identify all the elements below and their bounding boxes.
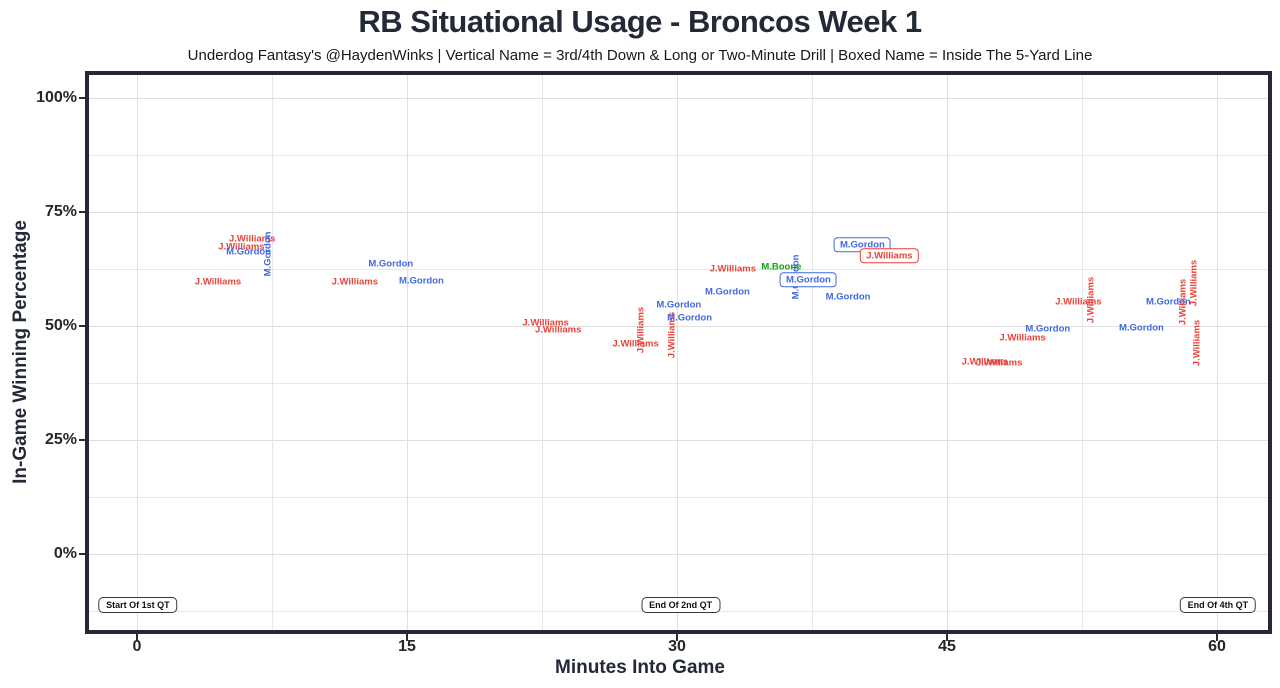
y-tick-mark [79,439,85,441]
x-tick-label: 45 [938,638,956,655]
y-tick-mark [79,211,85,213]
v-gridline [947,75,948,630]
data-point-label: M.Gordon [704,286,750,298]
data-point-label: J.Williams [228,233,276,245]
h-gridline [89,326,1268,327]
h-gridline [89,383,1268,384]
data-point-label: J.Williams [709,263,756,275]
data-point-label: J.Williams [522,317,569,329]
x-tick-label: 15 [398,638,416,655]
data-point-label: J.Williams [1085,276,1097,324]
y-tick-label: 100% [36,89,77,106]
chart-subtitle: Underdog Fantasy's @HaydenWinks | Vertic… [187,47,1093,64]
v-gridline [272,75,273,630]
data-point-label: J.Williams [860,248,919,264]
data-point-label: M.Gordon [1118,322,1164,334]
data-point-label: M.Gordon [262,231,274,277]
data-point-label: J.Williams [1055,296,1102,308]
data-point-label: M.Gordon [226,246,272,258]
v-gridline [137,75,138,630]
y-tick-mark [79,97,85,99]
v-gridline [677,75,678,630]
data-point-label: J.Williams [218,241,265,253]
data-point-label: M.Boone [761,261,802,273]
annotation-box: End Of 4th QT [1179,597,1257,614]
v-gridline [1217,75,1218,630]
x-tick-mark [1216,634,1218,641]
v-gridline [407,75,408,630]
data-point-label: J.Williams [331,276,378,288]
data-point-label: J.Williams [999,332,1046,344]
y-tick-label: 0% [53,545,77,562]
data-point-label: M.Gordon [1025,323,1071,335]
data-point-label: J.Williams [635,306,647,354]
x-tick-label: 30 [668,638,686,655]
data-point-label: M.Gordon [398,275,444,287]
y-tick-label: 50% [44,317,77,334]
annotation-box: Start Of 1st QT [98,597,178,614]
data-point-label: J.Williams [975,357,1023,369]
y-tick-mark [79,325,85,327]
x-axis-title: Minutes Into Game [555,657,725,678]
data-point-label: J.Williams [1177,278,1189,326]
data-point-label: M.Gordon [825,291,871,303]
h-gridline [89,155,1268,156]
h-gridline [89,269,1268,270]
annotation-box: End Of 2nd QT [641,597,721,614]
data-point-label: J.Williams [1191,319,1203,367]
h-gridline [89,440,1268,441]
data-point-label: J.Williams [534,324,582,336]
data-point-label: M.Gordon [1145,296,1191,308]
v-gridline [542,75,543,630]
y-tick-mark [79,553,85,555]
x-tick-mark [406,634,408,641]
y-tick-label: 25% [44,431,77,448]
data-point-label: J.Williams [612,338,659,350]
chart-title: RB Situational Usage - Broncos Week 1 [358,4,922,39]
h-gridline [89,497,1268,498]
x-tick-label: 0 [132,638,142,655]
x-tick-mark [946,634,948,641]
data-point-label: J.Williams [194,276,242,288]
h-gridline [89,98,1268,99]
data-point-label: M.Gordon [368,258,414,270]
data-point-label: J.Williams [961,356,1008,368]
data-point-label: J.Williams [1187,259,1199,307]
x-tick-label: 60 [1208,638,1226,655]
v-gridline [812,75,813,630]
data-point-label: M.Gordon [656,299,702,311]
h-gridline [89,554,1268,555]
data-point-label: M.Gordon [779,272,837,288]
v-gridline [1082,75,1083,630]
y-tick-label: 75% [44,203,77,220]
h-gridline [89,212,1268,213]
data-point-label: M.Gordon [667,312,713,324]
x-tick-mark [676,634,678,641]
x-tick-mark [136,634,138,641]
plot-area: J.Williams J.Williams M.Gordon M.Gordon J.Wi… [89,75,1268,630]
